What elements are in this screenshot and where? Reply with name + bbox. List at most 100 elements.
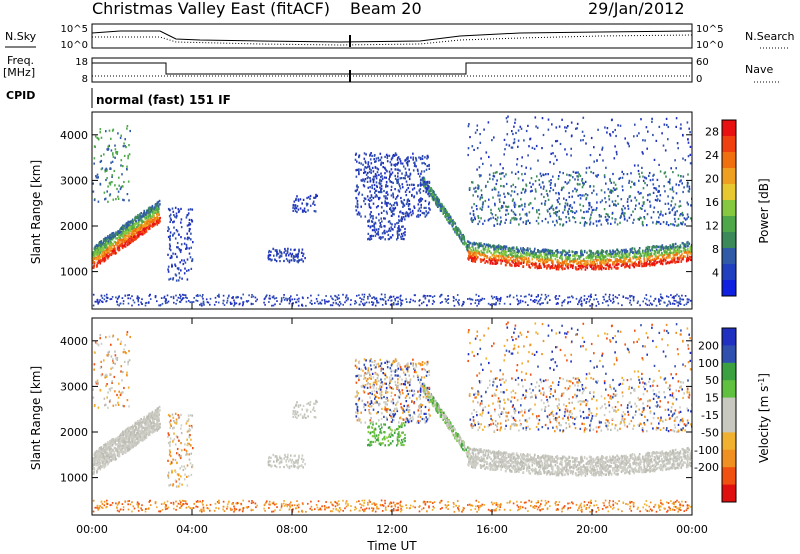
scatter-cell xyxy=(425,191,427,194)
scatter-cell xyxy=(566,258,569,261)
scatter-cell xyxy=(429,295,432,297)
scatter-cell xyxy=(658,249,661,252)
scatter-cell xyxy=(616,252,619,255)
scatter-cell xyxy=(113,169,116,173)
scatter-cell xyxy=(138,224,141,227)
scatter-cell xyxy=(410,156,412,159)
scatter-cell xyxy=(188,222,191,225)
noise-tick-low-right: 10^0 xyxy=(696,40,723,51)
scatter-cell xyxy=(682,157,684,160)
scatter-cell xyxy=(101,254,104,257)
scatter-cell xyxy=(187,208,190,211)
scatter-cell xyxy=(557,262,559,265)
scatter-cell xyxy=(608,267,610,270)
scatter-cell xyxy=(541,258,544,261)
scatter-cell xyxy=(391,156,394,159)
scatter-cell xyxy=(478,166,481,169)
scatter-cell xyxy=(498,209,501,212)
scatter-cell xyxy=(197,295,199,297)
scatter-cell xyxy=(143,222,146,226)
scatter-cell xyxy=(395,153,398,156)
scatter-cell xyxy=(441,205,443,208)
scatter-cell xyxy=(144,224,147,227)
scatter-cell xyxy=(640,118,642,121)
scatter-cell xyxy=(655,257,658,261)
scatter-cell xyxy=(109,181,112,184)
scatter-cell xyxy=(622,212,624,215)
scatter-cell xyxy=(558,215,560,218)
scatter-cell xyxy=(480,249,483,253)
scatter-cell xyxy=(159,203,161,206)
scatter-cell xyxy=(516,158,519,161)
scatter-cell xyxy=(372,181,375,184)
scatter-cell xyxy=(142,214,145,217)
scatter-cell xyxy=(574,187,576,190)
scatter-cell xyxy=(604,197,606,200)
scatter-cell xyxy=(567,263,570,266)
noise-panel: N.Sky 10^5 10^0 10^5 10^0 N.Search xyxy=(5,23,795,51)
scatter-cell xyxy=(401,162,404,165)
scatter-cell xyxy=(545,173,547,176)
scatter-cell xyxy=(390,204,393,207)
scatter-cell xyxy=(370,162,373,165)
scatter-cell xyxy=(544,253,546,256)
scatter-cell xyxy=(660,248,662,252)
scatter-cell xyxy=(687,141,690,144)
scatter-cell xyxy=(379,225,381,228)
scatter-cell xyxy=(646,258,649,262)
scatter-cell xyxy=(387,201,389,205)
scatter-cell xyxy=(499,255,502,258)
scatter-cell xyxy=(95,244,98,247)
scatter-cell xyxy=(285,254,287,257)
scatter-cell xyxy=(479,300,481,303)
scatter-cell xyxy=(593,261,596,264)
scatter-cell xyxy=(358,173,360,176)
scatter-cell xyxy=(385,176,387,179)
scatter-cell xyxy=(679,180,681,183)
scatter-cell xyxy=(356,168,359,171)
scatter-cell xyxy=(567,181,570,184)
scatter-cell xyxy=(665,175,667,178)
scatter-cell xyxy=(173,226,175,229)
scatter-cell xyxy=(550,259,552,262)
scatter-cell xyxy=(97,302,99,305)
scatter-cell xyxy=(151,210,154,214)
scatter-cell xyxy=(131,227,133,231)
scatter-cell xyxy=(477,299,479,301)
scatter-cell xyxy=(407,187,410,190)
scatter-cell xyxy=(682,221,684,224)
scatter-cell xyxy=(132,240,134,243)
scatter-cell xyxy=(481,244,484,248)
scatter-cell xyxy=(630,186,632,189)
scatter-cell xyxy=(580,267,583,271)
scatter-cell xyxy=(109,240,111,243)
scatter-cell xyxy=(371,224,374,228)
scatter-cell xyxy=(565,199,568,202)
scatter-cell xyxy=(129,220,131,224)
scatter-cell xyxy=(667,246,670,249)
scatter-cell xyxy=(381,304,384,306)
scatter-cell xyxy=(354,158,357,161)
scatter-cell xyxy=(646,147,648,150)
scatter-cell xyxy=(436,198,439,201)
scatter-cell xyxy=(422,179,424,182)
scatter-cell xyxy=(366,180,369,183)
scatter-cell xyxy=(398,228,401,232)
scatter-cell xyxy=(394,206,397,209)
scatter-cell xyxy=(490,245,493,249)
scatter-cell xyxy=(571,134,573,137)
scatter-cell xyxy=(137,221,140,224)
scatter-cell xyxy=(396,222,398,225)
scatter-cell xyxy=(118,184,120,187)
scatter-cell xyxy=(658,221,660,224)
scatter-cell xyxy=(500,177,502,180)
scatter-cell xyxy=(683,304,686,306)
scatter-cell xyxy=(685,303,688,306)
scatter-cell xyxy=(496,259,498,262)
scatter-cell xyxy=(184,267,186,270)
scatter-cell xyxy=(507,255,509,259)
scatter-cell xyxy=(673,248,676,252)
scatter-cell xyxy=(652,174,654,177)
scatter-cell xyxy=(497,207,500,210)
scatter-cell xyxy=(610,259,612,262)
